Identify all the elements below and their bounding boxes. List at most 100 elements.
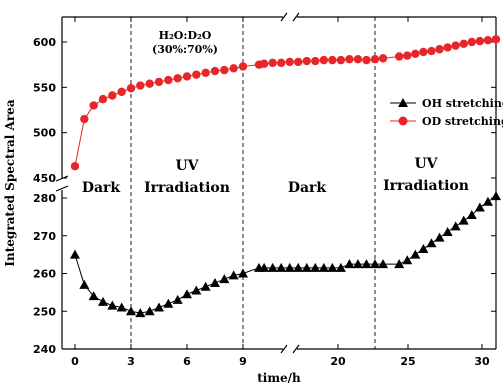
y-axis: 450 500 550 600 240 250 260 270 280 — [33, 36, 496, 356]
od-data-point — [182, 72, 192, 81]
od-data-point — [353, 55, 363, 64]
y-tick-label-upper: 450 — [33, 172, 56, 185]
od-data-point — [136, 81, 145, 90]
oh-data-point — [402, 255, 413, 265]
x-tick-label: 9 — [239, 355, 247, 368]
od-data-point — [89, 101, 98, 110]
od-data-point — [451, 41, 460, 50]
region-label-dark-2: Dark — [288, 180, 327, 196]
oh-data-point — [284, 262, 295, 272]
ratio-label-line1: H₂O:D₂O — [159, 29, 212, 42]
od-data-point — [154, 77, 164, 87]
od-data-point — [475, 36, 485, 46]
legend-item-oh: OH stretching — [390, 97, 503, 110]
y-tick-label-lower: 280 — [33, 192, 56, 205]
oh-data-point — [293, 262, 304, 272]
x-axis: 0 3 6 9 20 25 30 — [71, 17, 490, 368]
oh-data-point — [318, 262, 329, 272]
od-data-point — [467, 37, 476, 47]
region-dividers — [130, 17, 376, 349]
legend-triangle-icon — [398, 98, 408, 107]
y-axis-title: Integrated Spectral Area — [3, 99, 17, 266]
x-tick-label: 30 — [474, 355, 490, 368]
legend-label-oh: OH stretching — [422, 97, 503, 110]
od-data-point — [345, 55, 354, 64]
od-data-point — [395, 52, 404, 61]
oh-data-point — [172, 294, 183, 304]
legend: OH stretching OD stretching — [390, 97, 503, 128]
oh-data-point — [200, 281, 211, 291]
oh-data-point — [310, 262, 321, 272]
od-data-point — [419, 47, 428, 57]
od-data-point — [443, 43, 452, 52]
oh-data-point — [491, 191, 501, 201]
series-oh-stretching — [70, 191, 501, 318]
od-data-point — [192, 70, 201, 79]
oh-data-point — [79, 279, 90, 289]
od-data-point — [294, 57, 303, 67]
oh-data-point — [426, 238, 437, 248]
od-data-point — [319, 55, 329, 65]
oh-data-point — [191, 285, 202, 295]
od-data-point — [98, 94, 108, 104]
od-data-point — [268, 58, 277, 68]
od-data-point — [362, 55, 371, 65]
oh-data-point — [458, 215, 469, 225]
region-label-irradiation-2: Irradiation — [383, 178, 469, 194]
oh-data-point — [219, 274, 230, 284]
oh-data-point — [267, 262, 278, 272]
oh-data-point — [126, 306, 136, 316]
oh-data-point — [352, 259, 363, 269]
x-tick-label: 6 — [183, 355, 191, 368]
y-tick-label-lower: 240 — [33, 343, 56, 356]
od-data-point — [145, 79, 154, 88]
y-tick-label-upper: 550 — [33, 81, 56, 94]
oh-data-point — [442, 226, 453, 236]
y-tick-label-upper: 600 — [33, 36, 56, 49]
oh-data-point — [276, 262, 287, 272]
y-tick-label-lower: 250 — [33, 305, 56, 318]
oh-data-point — [88, 291, 99, 301]
od-data-point — [259, 59, 269, 68]
od-data-point — [201, 68, 210, 78]
oh-data-point — [238, 268, 248, 278]
series-od-stretching — [70, 35, 501, 171]
od-data-point — [238, 62, 248, 71]
oh-data-point — [70, 249, 80, 259]
oh-data-point — [335, 262, 346, 272]
oh-data-point — [482, 196, 493, 206]
oh-data-point — [98, 296, 108, 306]
od-data-point — [70, 162, 80, 171]
od-data-point — [328, 55, 337, 65]
oh-data-point — [182, 289, 192, 299]
od-data-point — [311, 56, 320, 66]
region-label-uv-1: UV — [175, 158, 199, 174]
y-tick-label-lower: 270 — [33, 230, 56, 243]
od-data-point — [378, 54, 388, 63]
oh-data-point — [410, 249, 421, 259]
oh-data-point — [144, 306, 155, 316]
oh-data-point — [228, 270, 239, 280]
od-data-point — [210, 66, 220, 76]
od-data-point — [370, 55, 380, 64]
legend-item-od: OD stretching — [390, 115, 503, 128]
x-axis-break-top — [280, 12, 300, 22]
od-data-point — [173, 74, 182, 83]
oh-data-point — [163, 298, 174, 308]
oh-data-point — [116, 302, 127, 312]
oh-data-point — [259, 262, 270, 272]
oh-data-point — [327, 262, 338, 272]
region-label-dark-1: Dark — [82, 180, 121, 196]
region-label-irradiation-1: Irradiation — [144, 180, 230, 196]
oh-data-point — [474, 202, 485, 212]
y-tick-label-upper: 500 — [33, 127, 56, 140]
od-data-point — [403, 51, 412, 60]
od-data-point — [220, 65, 229, 75]
oh-series-line — [74, 195, 497, 314]
legend-label-od: OD stretching — [422, 115, 503, 128]
x-tick-label: 0 — [71, 355, 79, 368]
od-data-point — [285, 57, 294, 67]
od-data-point — [435, 45, 444, 54]
oh-data-point — [361, 259, 372, 269]
od-data-point — [80, 114, 89, 124]
